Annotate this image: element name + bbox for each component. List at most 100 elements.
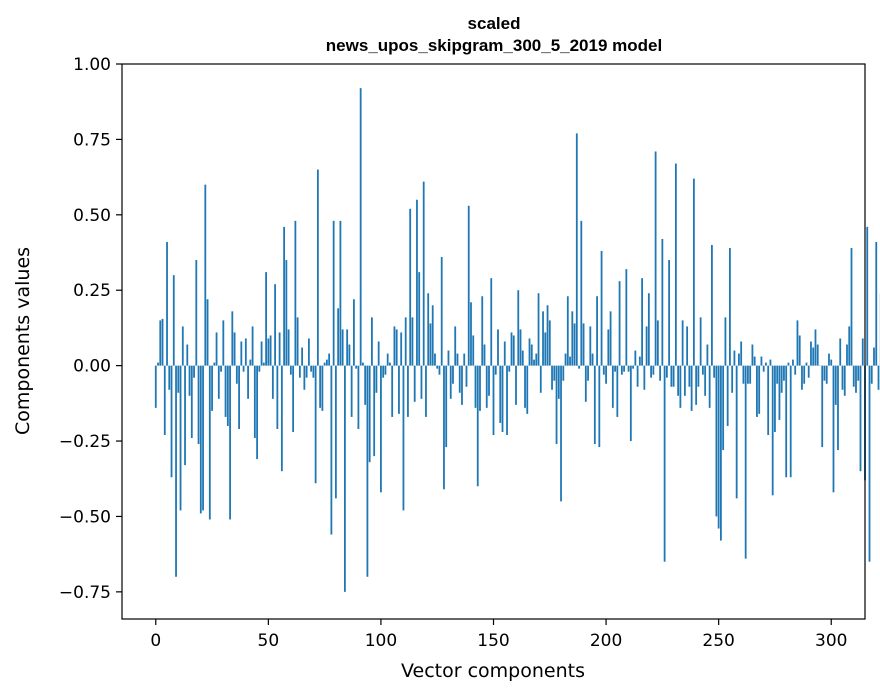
bar-281 [787,362,790,366]
bar-299 [828,353,830,366]
bar-251 [720,365,722,541]
bar-58 [285,260,288,366]
bar-132 [452,365,454,384]
bar-103 [386,353,389,366]
bar-321 [877,365,880,390]
bar-314 [861,338,864,366]
bar-131 [449,365,452,399]
bar-72 [316,169,319,366]
bar-153 [499,365,502,423]
bar-30 [222,320,225,366]
bar-133 [454,326,457,366]
bar-39 [242,365,245,372]
bar-203 [611,365,614,408]
bar-159 [512,335,515,366]
bar-138 [465,365,468,387]
bar-20 [199,365,202,514]
bar-135 [458,365,461,393]
bar-302 [834,365,837,405]
bar-177 [553,365,556,381]
bar-222 [654,151,657,366]
bar-73 [319,365,322,408]
bar-126 [438,365,441,375]
bar-256 [731,365,734,393]
bar-252 [722,365,725,451]
bar-91 [359,88,362,366]
bar-233 [679,365,682,408]
bar-244 [704,365,707,396]
bar-280 [785,365,788,478]
bar-199 [602,365,605,375]
bar-143 [476,365,479,487]
bar-156 [506,365,508,436]
bar-166 [528,338,531,366]
bar-87 [350,365,353,417]
bar-31 [224,365,227,417]
bar-293 [814,329,817,366]
bar-226 [663,365,666,562]
x-tick-label: 100 [365,631,397,651]
bar-157 [508,365,511,372]
x-tick-label: 200 [590,631,622,651]
bar-243 [701,365,704,375]
bar-320 [875,241,878,366]
bar-210 [627,365,630,372]
x-tick-label: 150 [477,631,509,651]
bar-297 [823,365,826,381]
bar-173 [544,332,547,366]
bar-304 [839,338,842,366]
bar-205 [616,365,619,417]
bar-6 [168,365,171,390]
bar-104 [389,362,391,366]
bar-212 [632,365,634,369]
bar-259 [738,353,740,366]
bar-57 [283,226,286,366]
bar-105 [391,365,394,417]
bar-194 [591,353,594,366]
bar-276 [776,365,779,384]
bar-247 [711,244,713,366]
bar-124 [434,353,436,366]
bar-144 [479,365,481,411]
bar-200 [605,365,607,384]
bar-221 [652,365,655,375]
bar-122 [429,323,432,366]
bar-306 [843,365,846,396]
bar-318 [870,365,873,384]
bar-136 [461,365,463,405]
bar-313 [859,365,862,472]
bar-56 [280,365,283,472]
bar-107 [395,329,398,366]
bar-250 [717,365,720,529]
bar-171 [539,365,542,393]
bar-253 [724,317,727,366]
bar-176 [551,365,553,390]
bar-234 [681,320,684,366]
bar-279 [783,365,785,381]
plot-frame [121,63,866,620]
bar-254 [726,365,729,426]
bar-262 [744,365,747,559]
bar-273 [769,359,772,366]
bar-238 [690,365,693,411]
y-tick-label: 0.25 [73,281,111,301]
bar-165 [526,365,529,414]
bar-70 [312,365,315,378]
chart-title-line-1: scaled [468,14,521,33]
bar-9 [175,365,177,577]
bar-51 [269,335,272,366]
bar-71 [314,365,317,484]
bar-196 [596,296,598,366]
bar-312 [857,365,860,381]
bar-216 [641,278,643,366]
bar-108 [398,365,400,414]
bar-204 [614,365,616,372]
bar-84 [344,365,346,592]
bar-1 [157,362,159,366]
bar-95 [368,365,371,463]
bar-82 [339,220,342,366]
bar-148 [488,365,490,396]
bar-214 [636,365,639,387]
bar-303 [837,365,839,451]
